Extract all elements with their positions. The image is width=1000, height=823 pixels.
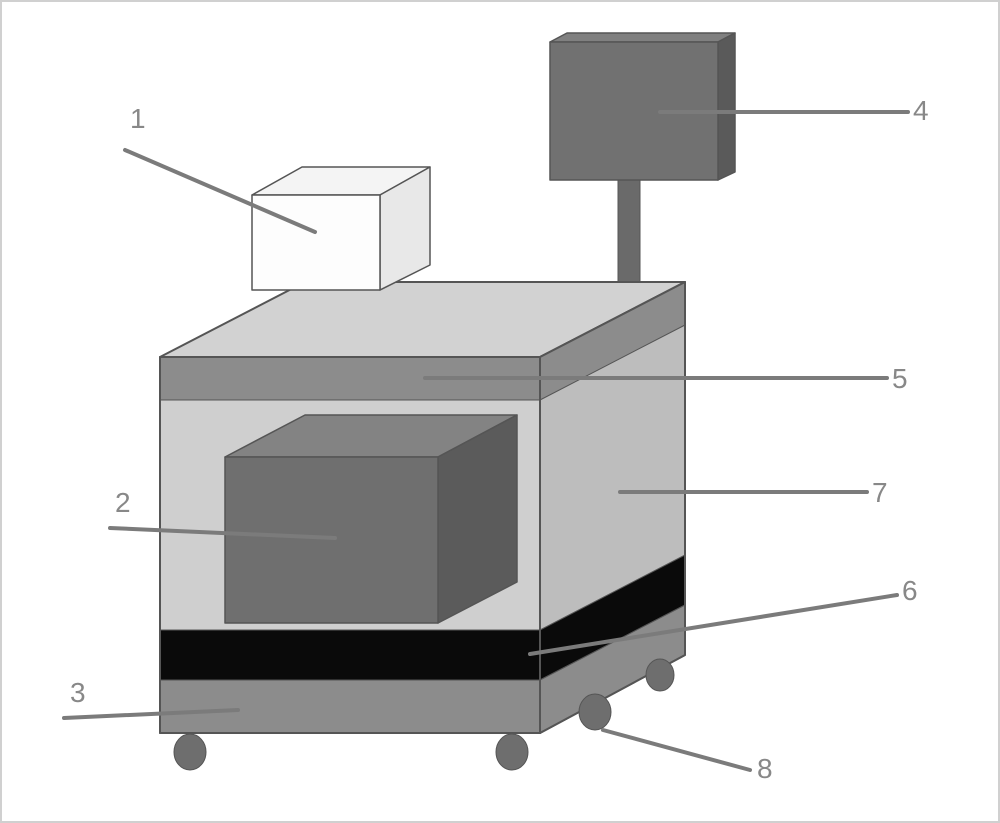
label-l3: 3	[70, 677, 86, 708]
leader-line-l8	[603, 730, 750, 770]
screen-side	[718, 33, 735, 180]
inner-box-front	[225, 457, 438, 623]
wheel	[579, 694, 611, 730]
label-l6: 6	[902, 575, 918, 606]
label-l2: 2	[115, 487, 131, 518]
wheel	[496, 734, 528, 770]
label-l5: 5	[892, 363, 908, 394]
label-l7: 7	[872, 477, 888, 508]
cabinet-strip-black	[160, 630, 540, 680]
screen-top	[550, 33, 735, 42]
top-box-front	[252, 195, 380, 290]
wheel	[174, 734, 206, 770]
diagram-svg: 1 2 3 4 5 6 7 8	[0, 0, 1000, 823]
wheel	[646, 659, 674, 691]
cabinet-strip-lower	[160, 680, 540, 733]
label-l8: 8	[757, 753, 773, 784]
label-l1: 1	[130, 103, 146, 134]
label-l4: 4	[913, 95, 929, 126]
